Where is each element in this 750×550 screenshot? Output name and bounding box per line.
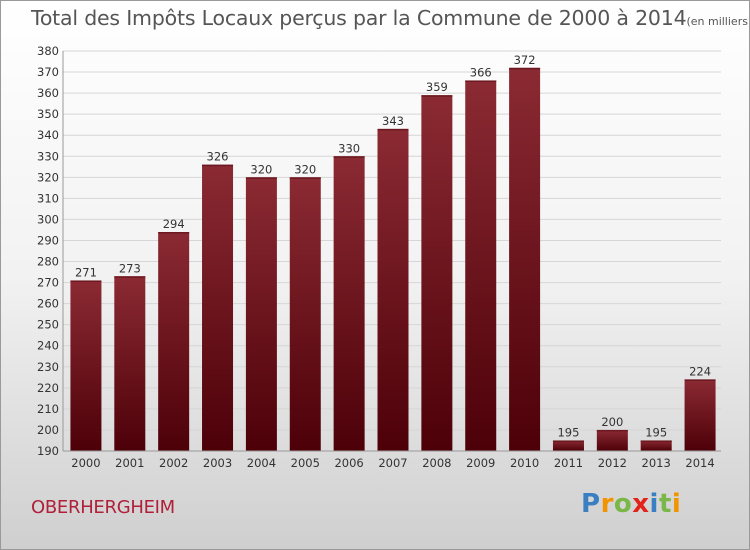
y-tick-label: 210	[37, 402, 59, 416]
data-label: 273	[119, 261, 141, 275]
bar-top-edge	[158, 232, 190, 234]
y-tick-label: 330	[37, 149, 59, 163]
bar-series	[70, 67, 716, 452]
y-tick-label: 340	[37, 128, 59, 142]
y-tick-label: 280	[37, 255, 59, 269]
bar	[377, 128, 409, 451]
data-label: 326	[207, 150, 229, 164]
chart-title-text: Total des Impôts Locaux perçus par la Co…	[31, 6, 687, 30]
bar-top-edge	[202, 164, 234, 167]
x-tick-label: 2010	[510, 456, 539, 470]
bar	[509, 67, 541, 451]
proxiti-logo: Proxiti	[581, 489, 682, 519]
x-tick-label: 2004	[247, 456, 276, 470]
data-label: 271	[75, 265, 97, 279]
y-tick-label: 200	[37, 423, 59, 437]
chart-title: Total des Impôts Locaux perçus par la Co…	[31, 6, 750, 30]
y-tick-label: 270	[37, 276, 59, 290]
y-tick-label: 220	[37, 381, 59, 395]
x-tick-label: 2013	[642, 456, 671, 470]
y-tick-label: 250	[37, 318, 59, 332]
bar-top-edge	[596, 429, 628, 432]
x-tick-label: 2011	[554, 456, 583, 470]
data-label: 224	[689, 364, 711, 378]
x-axis: 2000 2001 2002 2003 2004 2005 2006 2007 2008 2009…	[63, 450, 721, 470]
bar-top-edge	[114, 276, 146, 278]
data-labels: 271 273 294 326 320 320 330 343 359 366 372 195 200 1…	[75, 53, 711, 440]
y-tick-label: 240	[37, 339, 59, 353]
y-tick-label: 290	[37, 233, 59, 247]
y-tick-label: 370	[37, 65, 59, 79]
bar	[640, 440, 672, 451]
x-tick-label: 2002	[159, 456, 188, 470]
y-tick-label: 320	[37, 170, 59, 184]
bar-top-edge	[465, 80, 497, 82]
data-label: 320	[250, 162, 272, 176]
y-tick-label: 190	[37, 444, 59, 458]
data-label: 200	[601, 415, 623, 429]
bar-top-edge	[421, 95, 453, 97]
y-tick-label: 260	[37, 297, 59, 311]
x-tick-label: 2009	[466, 456, 495, 470]
x-tick-label: 2007	[378, 456, 407, 470]
bar-top-edge	[289, 177, 321, 179]
bar	[245, 177, 277, 451]
y-tick-label: 380	[37, 44, 59, 58]
bar-top-edge	[684, 379, 716, 381]
x-tick-label: 2012	[598, 456, 627, 470]
bar-top-edge	[333, 156, 365, 158]
bar	[70, 280, 102, 451]
bar	[552, 440, 584, 451]
bar	[596, 429, 628, 451]
y-tick-label: 360	[37, 86, 59, 100]
bar-top-edge	[552, 440, 584, 442]
data-label: 343	[382, 114, 404, 128]
data-label: 359	[426, 80, 448, 94]
bar-top-edge	[640, 440, 672, 442]
bar	[114, 276, 146, 451]
bar	[333, 156, 365, 451]
x-tick-label: 2000	[71, 456, 100, 470]
bar-top-edge	[509, 67, 541, 70]
data-label: 195	[557, 425, 579, 439]
y-tick-label: 230	[37, 360, 59, 374]
bar-top-edge	[377, 128, 409, 131]
bar-top-edge	[245, 177, 277, 179]
x-tick-label: 2008	[422, 456, 451, 470]
data-label: 294	[163, 217, 185, 231]
data-label: 320	[294, 162, 316, 176]
x-tick-label: 2005	[291, 456, 320, 470]
y-axis: 190 200 210 220 230 240 250 260 270 280 290 300 310 3…	[37, 44, 64, 458]
commune-name: OBERHERGHEIM	[31, 497, 175, 518]
bar-top-edge	[70, 280, 102, 282]
x-tick-label: 2014	[685, 456, 714, 470]
data-label: 366	[470, 65, 492, 79]
x-tick-label: 2003	[203, 456, 232, 470]
bar	[684, 379, 716, 451]
bar	[465, 80, 497, 451]
y-tick-label: 350	[37, 107, 59, 121]
data-label: 195	[645, 425, 667, 439]
x-tick-label: 2001	[115, 456, 144, 470]
x-tick-label: 2006	[334, 456, 363, 470]
chart-unit: (en milliers d'€)	[686, 15, 750, 28]
y-tick-label: 300	[37, 212, 59, 226]
data-label: 330	[338, 141, 360, 155]
bar	[202, 164, 234, 451]
bar	[158, 232, 190, 451]
y-tick-label: 310	[37, 191, 59, 205]
bar	[421, 95, 453, 452]
bar	[289, 177, 321, 451]
data-label: 372	[514, 53, 536, 67]
